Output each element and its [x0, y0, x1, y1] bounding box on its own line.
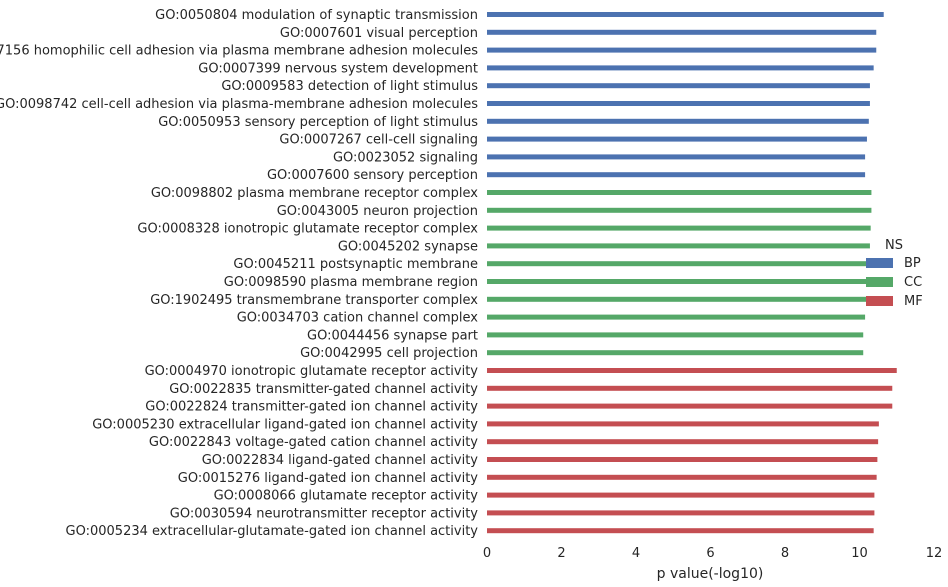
bar-cc-11 [487, 207, 872, 213]
x-axis-ticks: 0 2 4 6 8 10 12 [483, 546, 942, 561]
category-label: GO:0050804 modulation of synaptic transm… [155, 8, 478, 23]
x-tick-label: 6 [706, 546, 714, 561]
bar-cc-14 [487, 261, 869, 267]
bar-cc-15 [487, 279, 867, 284]
x-tick-label: 10 [851, 546, 868, 561]
category-label: GO:0007267 cell-cell signaling [279, 133, 478, 148]
x-tick-label: 8 [781, 546, 789, 561]
bar-bp-1 [487, 29, 877, 35]
category-label: GO:0045211 postsynaptic membrane [233, 257, 478, 272]
legend-entries: BP CC MF [866, 256, 923, 309]
bar-bp-9 [487, 172, 866, 178]
category-label: GO:0030594 neurotransmitter receptor act… [170, 506, 479, 521]
bar-cc-19 [487, 350, 864, 356]
category-label: GO:0098590 plasma membrane region [224, 275, 478, 290]
bars-layer [487, 12, 897, 534]
bar-bp-3 [487, 65, 874, 71]
bar-bp-7 [487, 136, 867, 142]
category-label: GO:0042995 cell projection [300, 346, 478, 361]
legend-swatch-cc [866, 277, 893, 287]
category-label: GO:0008066 glutamate receptor activity [214, 489, 479, 504]
bar-bp-0 [487, 12, 884, 17]
x-tick-label: 4 [632, 546, 640, 561]
x-tick-label: 0 [483, 546, 491, 561]
category-label: GO:0098742 cell-cell adhesion via plasma… [0, 97, 478, 112]
bar-cc-12 [487, 225, 871, 231]
bar-cc-10 [487, 190, 872, 195]
category-label: GO:0022824 transmitter-gated ion channel… [145, 400, 478, 415]
category-label: GO:0005234 extracellular-glutamate-gated… [66, 524, 479, 539]
bar-bp-2 [487, 47, 877, 53]
bar-cc-17 [487, 314, 866, 320]
bar-bp-5 [487, 101, 870, 106]
bar-mf-23 [487, 421, 879, 427]
category-label: GO:0007156 homophilic cell adhesion via … [0, 44, 478, 59]
category-label: GO:0007600 sensory perception [267, 168, 478, 183]
legend-label-mf: MF [904, 294, 923, 309]
category-label: GO:0015276 ligand-gated ion channel acti… [178, 471, 479, 486]
bar-mf-27 [487, 492, 875, 498]
category-label: GO:0044456 synapse part [307, 328, 478, 343]
category-label: GO:1902495 transmembrane transporter com… [150, 293, 478, 308]
legend-label-cc: CC [904, 275, 922, 290]
category-label: GO:0050953 sensory perception of light s… [158, 115, 478, 130]
bar-mf-21 [487, 385, 893, 391]
bar-mf-20 [487, 368, 897, 373]
category-label: GO:0023052 signaling [333, 150, 478, 165]
category-label: GO:0008328 ionotropic glutamate receptor… [137, 222, 478, 237]
bar-mf-29 [487, 528, 874, 534]
legend-swatch-mf [866, 296, 893, 306]
category-label: GO:0043005 neuron projection [277, 204, 478, 219]
bar-cc-18 [487, 332, 864, 338]
x-tick-label: 12 [926, 546, 943, 561]
bar-mf-24 [487, 439, 879, 445]
bar-bp-6 [487, 118, 869, 124]
bar-cc-13 [487, 243, 870, 249]
category-label: GO:0005230 extracellular ligand-gated io… [92, 417, 478, 432]
category-label: GO:0034703 cation channel complex [237, 311, 479, 326]
category-label: GO:0004970 ionotropic glutamate receptor… [145, 364, 479, 379]
category-label: GO:0007601 visual perception [280, 26, 478, 41]
category-label: GO:0009583 detection of light stimulus [221, 79, 478, 94]
legend: NS BP CC MF [866, 238, 923, 309]
bar-cc-16 [487, 296, 867, 302]
category-label: GO:0022843 voltage-gated cation channel … [149, 435, 478, 450]
category-label: GO:0098802 plasma membrane receptor comp… [151, 186, 478, 201]
x-tick-label: 2 [557, 546, 565, 561]
bar-mf-28 [487, 510, 875, 516]
category-labels: GO:0050804 modulation of synaptic transm… [0, 8, 478, 539]
bar-mf-25 [487, 457, 878, 462]
bar-bp-4 [487, 83, 870, 89]
legend-swatch-bp [866, 258, 893, 268]
category-label: GO:0045202 synapse [338, 239, 478, 254]
x-axis-title: p value(-log10) [657, 566, 764, 582]
bar-mf-22 [487, 403, 893, 409]
bar-bp-8 [487, 154, 866, 160]
bar-mf-26 [487, 474, 877, 480]
legend-title: NS [885, 238, 903, 253]
category-label: GO:0007399 nervous system development [198, 61, 478, 76]
category-label: GO:0022834 ligand-gated channel activity [202, 453, 479, 468]
category-label: GO:0022835 transmitter-gated channel act… [169, 382, 478, 397]
legend-label-bp: BP [904, 256, 921, 271]
